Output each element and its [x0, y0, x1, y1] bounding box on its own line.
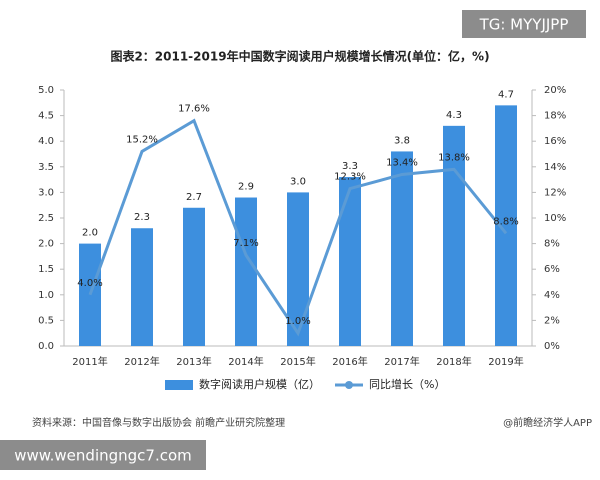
legend-label: 同比增长（%）: [369, 377, 445, 391]
bar-label: 2.7: [186, 192, 202, 203]
y2-tick-label: 10%: [544, 213, 566, 224]
x-tick-label: 2014年: [228, 355, 263, 368]
bar: [391, 151, 413, 346]
chart-title: 图表2：2011-2019年中国数字阅读用户规模增长情况(单位：亿，%): [110, 49, 489, 64]
bar: [495, 105, 517, 346]
y-tick-label: 1.0: [38, 290, 54, 301]
line-label: 4.0%: [77, 278, 102, 289]
credit: @前瞻经济学人APP: [503, 416, 592, 429]
y-tick-label: 1.5: [38, 264, 54, 275]
y-tick-label: 2.5: [38, 213, 54, 224]
line-label: 13.8%: [438, 152, 470, 163]
legend-swatch: [345, 381, 353, 389]
y-tick-label: 4.5: [38, 111, 54, 122]
y2-tick-label: 12%: [544, 187, 566, 198]
bar: [339, 177, 361, 346]
y2-tick-label: 0%: [544, 341, 560, 352]
bar-label: 4.7: [498, 89, 514, 100]
legend-swatch: [165, 380, 193, 390]
x-tick-label: 2015年: [280, 355, 315, 368]
x-tick-label: 2013年: [176, 355, 211, 368]
bar: [183, 207, 205, 346]
bar-label: 3.3: [342, 161, 358, 172]
line-label: 7.1%: [233, 238, 258, 249]
bar-label: 2.9: [238, 182, 254, 193]
y-tick-label: 0.5: [38, 315, 54, 326]
line: [88, 118, 508, 337]
x-tick-label: 2016年: [332, 355, 367, 368]
watermark: TG: MYYJJPP: [479, 16, 569, 34]
bar: [235, 197, 257, 346]
x-tick-label: 2018年: [436, 355, 471, 368]
y-tick-label: 4.0: [38, 136, 54, 147]
x-tick-label: 2012年: [124, 355, 159, 368]
bar-label: 2.0: [82, 228, 98, 239]
source: 资料来源：中国音像与数字出版协会 前瞻产业研究院整理: [32, 416, 285, 429]
watermark-box: [0, 440, 206, 470]
y2-tick-label: 8%: [544, 239, 560, 250]
y2-tick-label: 16%: [544, 136, 566, 147]
line-label: 17.6%: [178, 104, 210, 115]
line-label: 12.3%: [334, 172, 366, 183]
y2-tick-label: 18%: [544, 111, 566, 122]
y2-tick-label: 14%: [544, 162, 566, 173]
y-tick-label: 3.5: [38, 162, 54, 173]
y-tick-label: 0.0: [38, 341, 54, 352]
line-label: 13.4%: [386, 157, 418, 168]
x-tick-label: 2017年: [384, 355, 419, 368]
bar-label: 3.0: [290, 176, 306, 187]
y2-tick-label: 4%: [544, 290, 560, 301]
y2-tick-label: 6%: [544, 264, 560, 275]
bar-label: 3.8: [394, 135, 410, 146]
bar: [287, 192, 309, 346]
bar-label: 2.3: [134, 212, 150, 223]
y-tick-label: 5.0: [38, 85, 54, 96]
y-tick-label: 2.0: [38, 239, 54, 250]
watermark-box: [462, 10, 586, 38]
x-tick-label: 2019年: [488, 355, 523, 368]
bar-label: 4.3: [446, 110, 462, 121]
x-tick-label: 2011年: [72, 355, 107, 368]
line-label: 8.8%: [493, 216, 518, 227]
bar: [131, 228, 153, 346]
line-label: 15.2%: [126, 134, 158, 145]
y2-tick-label: 2%: [544, 315, 560, 326]
y-tick-label: 3.0: [38, 187, 54, 198]
legend-label: 数字阅读用户规模（亿）: [199, 377, 320, 391]
watermark: www.wendingngc7.com: [14, 447, 192, 465]
bar: [443, 125, 465, 346]
y2-tick-label: 20%: [544, 85, 566, 96]
line-label: 1.0%: [285, 316, 310, 327]
